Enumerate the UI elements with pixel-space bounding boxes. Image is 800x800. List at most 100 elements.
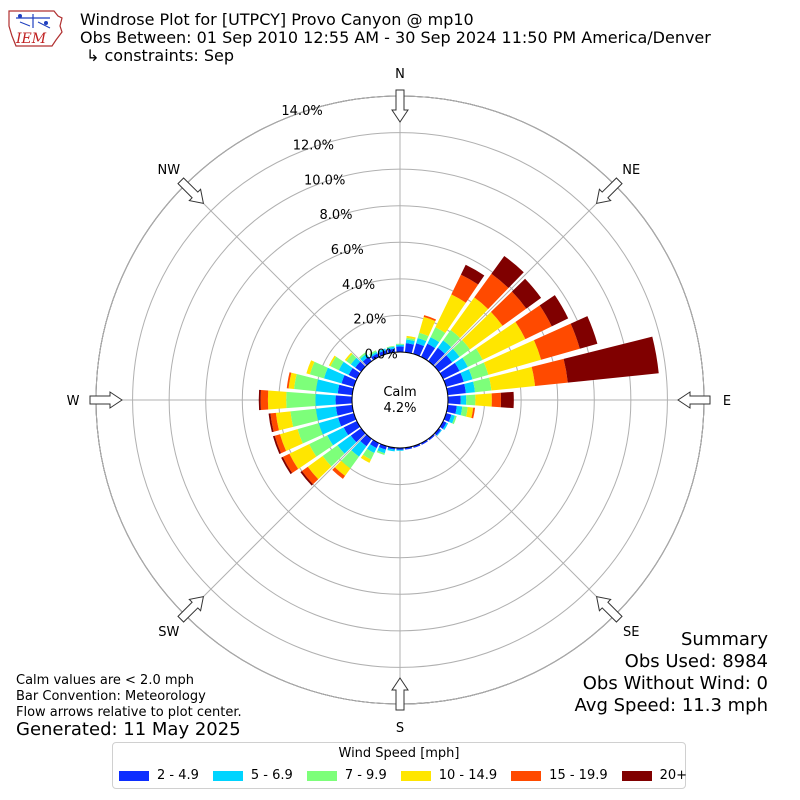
- wind-bar-segment: [279, 429, 303, 451]
- wind-bar-segment: [460, 406, 468, 417]
- wind-bar-segment: [471, 407, 476, 419]
- wind-bar-segment: [405, 339, 415, 345]
- wind-bar-segment: [436, 429, 442, 436]
- wind-bar-segment: [533, 323, 580, 360]
- wind-bar-segment: [474, 273, 509, 310]
- wind-bar-segment: [378, 443, 387, 450]
- calm-label: Calm: [383, 385, 416, 400]
- flow-arrow-icon: [177, 595, 205, 623]
- wind-bar-segment: [420, 439, 428, 445]
- wind-bar-segment: [460, 369, 473, 382]
- wind-bar-segment: [370, 439, 380, 449]
- wind-bar-segment: [368, 350, 377, 356]
- generated-date: Generated: 11 May 2025: [16, 719, 241, 740]
- wind-bar-segment: [450, 297, 489, 338]
- wind-bar-segment: [297, 423, 323, 444]
- wind-bar-segment: [341, 450, 359, 469]
- wind-bar-segment: [404, 343, 414, 354]
- iem-logo-graphic: IEM: [8, 10, 63, 47]
- wind-bar-segment: [281, 456, 293, 475]
- bars-layer: [258, 255, 659, 486]
- wind-bar-segment: [454, 357, 468, 372]
- wind-bar-segment: [442, 422, 449, 430]
- wind-bar-segment: [563, 336, 659, 383]
- wind-bar-segment: [490, 291, 527, 326]
- radial-tick-label: 0.0%: [365, 347, 398, 362]
- wind-bar-segment: [446, 348, 460, 363]
- wind-bar-segment: [419, 316, 436, 337]
- bar-convention-note: Bar Convention: Meteorology: [16, 689, 206, 704]
- wind-bar-segment: [318, 417, 342, 435]
- grid-ring: [205, 205, 595, 595]
- wind-bar-segment: [406, 335, 416, 340]
- summary-obs-without-wind: Obs Without Wind: 0: [582, 673, 768, 694]
- grid-spoke: [433, 184, 616, 367]
- wind-bar-segment: [491, 392, 502, 408]
- wind-bar-segment: [439, 420, 447, 429]
- flow-arrow-icon: [391, 677, 409, 711]
- wind-bar-segment: [270, 412, 279, 432]
- wind-bar-segment: [483, 340, 542, 375]
- radial-tick-label: 10.0%: [304, 173, 345, 188]
- wind-bar-segment: [288, 372, 297, 390]
- wind-bar-segment: [443, 372, 464, 387]
- wind-bar-segment: [362, 448, 375, 460]
- wind-bar-segment: [395, 343, 405, 345]
- wind-bar-segment: [290, 408, 318, 427]
- wind-bar-segment: [306, 360, 315, 375]
- wind-bar-segment: [416, 338, 427, 347]
- legend-swatch: [621, 770, 652, 781]
- wind-bar-segment: [338, 361, 353, 376]
- calm-circle: [351, 351, 449, 449]
- wind-bar-segment: [531, 358, 568, 387]
- wind-bar-segment: [307, 456, 332, 480]
- calm-value: 4.2%: [383, 401, 416, 416]
- wind-bar-segment: [358, 352, 367, 359]
- radial-tick-label: 2.0%: [353, 313, 386, 328]
- compass-label: NW: [157, 163, 180, 178]
- wind-bar-segment: [396, 344, 404, 347]
- wind-bar-segment: [341, 375, 357, 387]
- flow-arrow-icon: [391, 89, 409, 123]
- wind-bar-segment: [301, 466, 319, 485]
- wind-bar-segment: [473, 377, 492, 393]
- wind-bar-segment: [294, 374, 318, 392]
- legend: Wind Speed [mph] 2 - 4.9 5 - 6.9 7 - 9.9 10…: [112, 742, 687, 789]
- wind-bar-segment: [335, 404, 354, 416]
- wind-bar-segment: [260, 390, 269, 410]
- wind-bar-segment: [258, 389, 261, 411]
- compass-label: SW: [158, 625, 179, 640]
- wind-bar-segment: [452, 415, 457, 425]
- wind-bar-segment: [417, 332, 429, 342]
- wind-bar-segment: [500, 391, 514, 409]
- wind-bar-segment: [420, 343, 436, 361]
- wind-bar-segment: [362, 356, 372, 366]
- flow-arrow-icon: [89, 391, 123, 409]
- wind-bar-segment: [350, 357, 361, 368]
- wind-bar-segment: [434, 355, 453, 372]
- wind-bar-segment: [370, 351, 378, 358]
- compass-label: SE: [623, 625, 639, 640]
- wind-bar-segment: [466, 394, 476, 406]
- wind-bar-segment: [348, 367, 361, 380]
- wind-bar-segment: [428, 347, 445, 366]
- overlay-layer: 0.0% 2.0% 4.0% 6.0% 8.0% 10.0% 12.0% 14.0% Calm4…: [67, 67, 732, 736]
- grid-ring: [168, 168, 632, 632]
- iem-logo: IEM: [6, 6, 66, 51]
- legend-label: 15 - 19.9: [549, 768, 608, 783]
- legend-item: 2 - 4.9: [119, 768, 199, 783]
- wind-bar-segment: [423, 315, 437, 322]
- legend-item: 7 - 9.9: [306, 768, 387, 783]
- summary-obs-used: Obs Used: 8984: [624, 651, 768, 672]
- wind-bar-segment: [351, 441, 367, 457]
- wind-bar-segment: [350, 428, 366, 443]
- legend-label: 10 - 14.9: [438, 768, 498, 783]
- wind-bar-segment: [446, 404, 457, 414]
- wind-bar-segment: [337, 384, 354, 396]
- wind-bar-segment: [515, 305, 552, 340]
- wind-bar-segment: [309, 361, 328, 379]
- flow-arrows-note: Flow arrows relative to plot center.: [16, 705, 242, 720]
- wind-bar-segment: [468, 362, 489, 380]
- wind-bar-segment: [338, 413, 357, 427]
- radial-tick-label: 6.0%: [331, 243, 364, 258]
